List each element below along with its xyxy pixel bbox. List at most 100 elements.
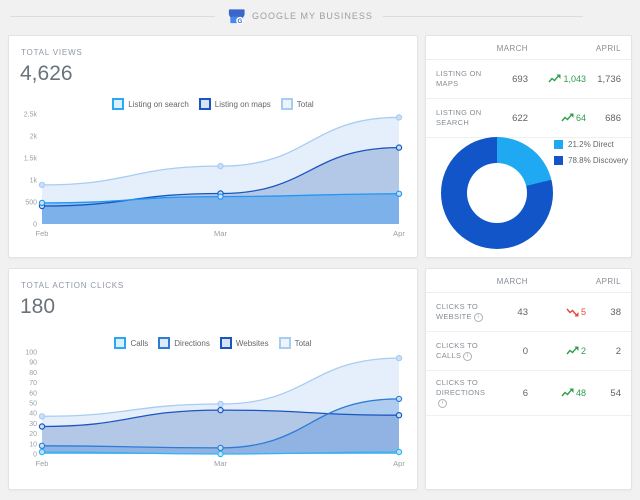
legend-item-direct[interactable]: 21.2% Direct [554, 140, 628, 149]
directions-swatch-icon [158, 337, 171, 349]
trend-up-icon [548, 74, 561, 83]
change-value: 48 [575, 388, 586, 399]
legend-item-listing-on-search[interactable]: Listing on search [112, 98, 189, 110]
svg-text:30: 30 [29, 421, 37, 428]
svg-text:Feb: Feb [36, 229, 49, 238]
svg-text:Apr: Apr [393, 229, 405, 238]
views-breakdown-panel: MARCH APRIL LISTING ON MAPS 693 1,043 [425, 35, 632, 258]
discovery-swatch-icon [554, 156, 563, 165]
legend-item-total[interactable]: Total [280, 98, 314, 110]
legend-label: Listing on maps [214, 99, 271, 109]
row-label: CLICKS TO WEBSITE i [436, 302, 494, 322]
svg-text:G: G [238, 17, 243, 24]
march-value: 6 [522, 387, 528, 399]
row-label: LISTING ON SEARCH [436, 107, 482, 127]
column-april: APRIL [595, 44, 621, 53]
change-value: 64 [575, 113, 586, 123]
change-value: 5 [580, 307, 586, 317]
legend-item-directions[interactable]: Directions [158, 337, 210, 349]
svg-text:80: 80 [29, 370, 37, 377]
change-cell: 48 [528, 388, 586, 398]
change-cell: 64 [528, 113, 586, 123]
march-value: 0 [522, 345, 528, 357]
svg-text:Mar: Mar [214, 459, 227, 468]
row-label: CLICKS TO CALLS i [436, 340, 479, 361]
views-table-header: MARCH APRIL [426, 36, 631, 60]
listing-on-search-swatch-icon [112, 98, 125, 110]
svg-text:50: 50 [29, 401, 37, 408]
legend-item-calls[interactable]: Calls [114, 337, 148, 349]
svg-text:20: 20 [29, 431, 37, 438]
app-title: GOOGLE MY BUSINESS [252, 11, 373, 21]
info-icon[interactable]: i [473, 313, 483, 322]
trend-up-icon [561, 388, 574, 397]
svg-text:2.5k: 2.5k [24, 112, 38, 119]
legend-item-discovery[interactable]: 78.8% Discovery [554, 156, 628, 165]
actions-breakdown-panel: MARCH APRIL CLICKS TO WEBSITE i 43 5 [425, 268, 632, 490]
legend-label: 21.2% Direct [568, 140, 614, 149]
svg-text:Apr: Apr [393, 459, 405, 468]
header-divider-left [10, 15, 215, 17]
total-swatch-icon [278, 337, 291, 349]
total-action-clicks-panel: TOTAL ACTION CLICKS 180 Calls Directions… [8, 268, 418, 490]
april-value: 2 [615, 345, 621, 357]
donut-legend: 21.2% Direct 78.8% Discovery [554, 140, 628, 165]
total-views-title: TOTAL VIEWS [21, 48, 83, 57]
svg-text:0: 0 [33, 222, 37, 229]
legend-label: Total [294, 338, 312, 348]
total-action-clicks-value: 180 [20, 295, 56, 318]
listing-on-maps-swatch-icon [198, 98, 211, 110]
change-cell: 2 [528, 346, 586, 356]
row-label: LISTING ON MAPS [436, 68, 482, 88]
april-value: 38 [610, 306, 621, 318]
row-label: CLICKS TO DIRECTIONSi [436, 378, 486, 409]
svg-text:500: 500 [25, 200, 37, 207]
change-cell: 1,043 [528, 74, 586, 84]
svg-text:1k: 1k [30, 178, 38, 185]
change-cell: 5 [528, 307, 586, 317]
info-icon[interactable]: i [463, 352, 473, 361]
table-row-clicks-to-calls: CLICKS TO CALLS i 0 2 2 [426, 332, 631, 371]
views-table: MARCH APRIL LISTING ON MAPS 693 1,043 [426, 36, 631, 138]
march-value: 693 [512, 73, 528, 85]
total-views-value: 4,626 [20, 62, 73, 85]
header-divider-right [382, 15, 583, 17]
direct-swatch-icon [554, 140, 563, 149]
total-swatch-icon [280, 98, 293, 110]
legend-item-listing-on-maps[interactable]: Listing on maps [198, 98, 271, 110]
svg-text:0: 0 [33, 452, 37, 459]
trend-up-icon [566, 346, 579, 355]
change-value: 2 [580, 346, 586, 356]
legend-item-websites[interactable]: Websites [219, 337, 269, 349]
svg-text:Mar: Mar [214, 229, 227, 238]
table-row-clicks-to-directions: CLICKS TO DIRECTIONSi 6 48 54 [426, 371, 631, 417]
april-value: 1,736 [597, 73, 621, 85]
google-my-business-logo-icon: G [228, 8, 245, 24]
calls-swatch-icon [114, 337, 127, 349]
actions-table: MARCH APRIL CLICKS TO WEBSITE i 43 5 [426, 269, 631, 417]
total-action-clicks-title: TOTAL ACTION CLICKS [21, 281, 125, 290]
svg-text:40: 40 [29, 411, 37, 418]
legend-label: Websites [235, 338, 269, 348]
column-march: MARCH [496, 277, 528, 286]
direct-vs-discovery-donut-chart [441, 137, 553, 249]
trend-down-icon [566, 308, 579, 317]
april-value: 54 [610, 387, 621, 399]
actions-chart-legend: Calls Directions Websites Total [9, 337, 417, 349]
trend-up-icon [561, 113, 574, 122]
column-march: MARCH [496, 44, 528, 53]
info-icon[interactable]: i [438, 399, 447, 409]
svg-text:Feb: Feb [36, 459, 49, 468]
table-row-clicks-to-website: CLICKS TO WEBSITE i 43 5 38 [426, 293, 631, 332]
svg-text:10: 10 [29, 441, 37, 448]
views-chart-legend: Listing on search Listing on maps Total [9, 98, 417, 110]
legend-label: Total [296, 99, 314, 109]
march-value: 622 [512, 112, 528, 124]
svg-text:90: 90 [29, 360, 37, 367]
change-value: 1,043 [563, 74, 586, 84]
legend-label: Calls [130, 338, 149, 348]
legend-item-total[interactable]: Total [278, 337, 312, 349]
svg-text:100: 100 [25, 350, 37, 357]
svg-text:2k: 2k [30, 134, 38, 141]
